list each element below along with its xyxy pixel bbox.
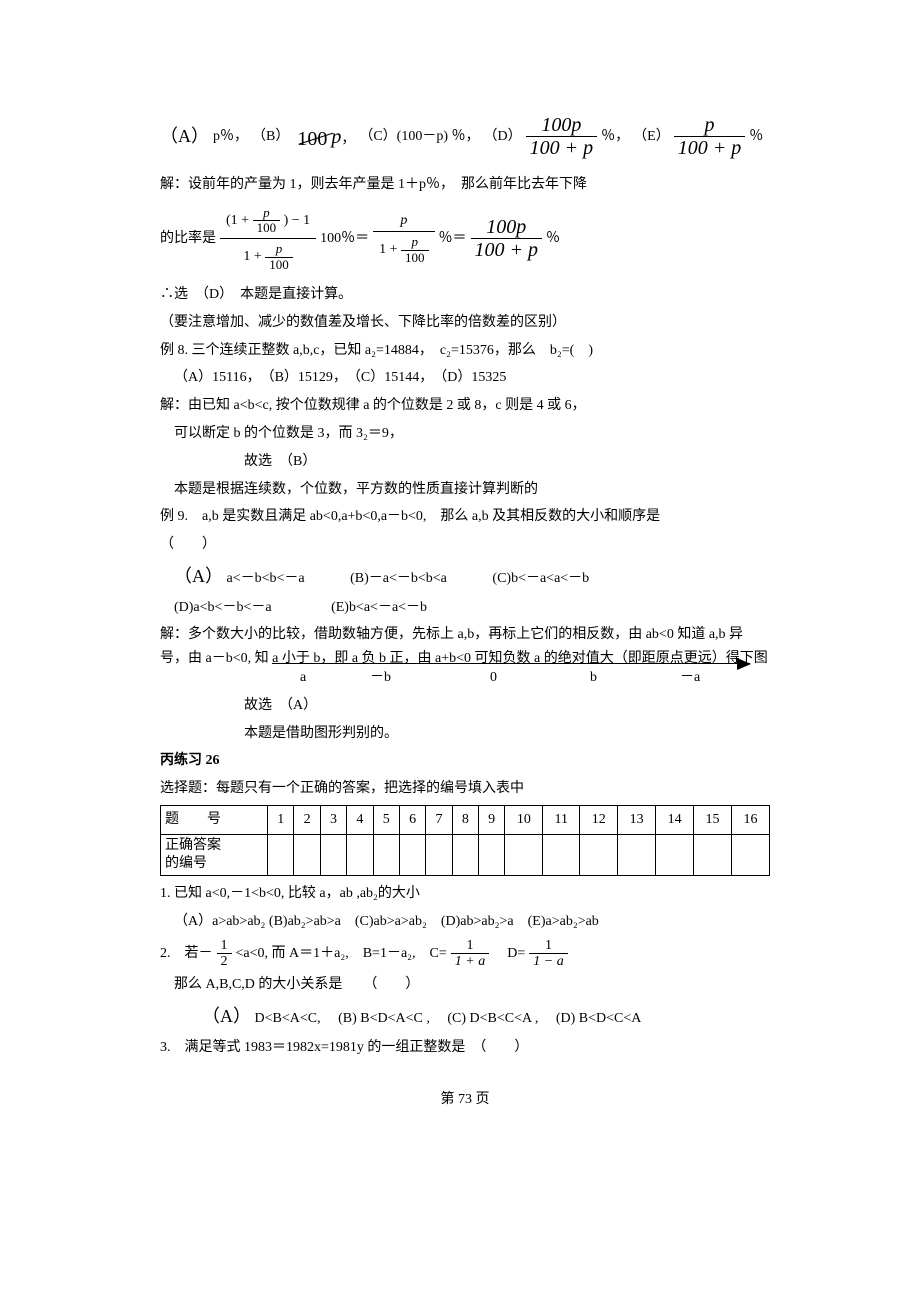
ex8-q: 例 8. 三个连续正整数 a,b,c，已知 a₂=14884， c₂=15376… bbox=[160, 339, 770, 363]
ex9-s4: 本题是借助图形判别的。 bbox=[160, 722, 770, 746]
page-footer: 第 73 页 bbox=[160, 1088, 770, 1112]
table-row: 题 号 1 2 3 4 5 6 7 8 9 10 11 12 13 14 15 … bbox=[161, 805, 770, 834]
rate-mid2: ％＝ bbox=[439, 227, 467, 251]
row-head-1: 题 号 bbox=[161, 805, 268, 834]
options-row: （A） p％， （B） 100 p， （C）(100－p) ％， （D） 100… bbox=[160, 114, 770, 159]
ratio-formula: 的比率是 (1 + p 100 ) − 1 1 + p 100 100％＝ p … bbox=[160, 203, 770, 275]
number-line-labels: a －b 0 b －a bbox=[160, 666, 770, 690]
opt-a-label: （A） bbox=[160, 121, 209, 152]
opt-e-after: ％ bbox=[749, 125, 763, 149]
ex9-row2: (D)a<b<－b<－a (E)b<a<－a<－b bbox=[160, 596, 770, 620]
p1-opts: （A）a>ab>ab₂ (B)ab₂>ab>a (C)ab>a>ab₂ (D)a… bbox=[160, 910, 770, 934]
ex8-s1: 解：由已知 a<b<c, 按个位数规律 a 的个位数是 2 或 8，c 则是 4… bbox=[160, 394, 770, 418]
rate-prefix: 的比率是 bbox=[160, 227, 216, 251]
row-head-2: 正确答案 的编号 bbox=[161, 834, 268, 875]
opt-d-after: ％， bbox=[601, 125, 629, 149]
section-sub: 选择题：每题只有一个正确的答案，把选择的编号填入表中 bbox=[160, 777, 770, 801]
p1-q: 1. 已知 a<0,－1<b<0, 比较 a，ab ,ab₂的大小 bbox=[160, 882, 770, 906]
frac-d2: 1 1 − a bbox=[529, 938, 567, 970]
ex9-q2: （ ） bbox=[160, 533, 770, 557]
conclusion-d: ∴选 （D） 本题是直接计算。 bbox=[160, 283, 770, 307]
p2-q2: 那么 A,B,C,D 的大小关系是 （ ） bbox=[160, 973, 770, 997]
p2-opts: （A） D<B<A<C, (B) B<D<A<C , (C) D<B<C<A ,… bbox=[160, 1001, 770, 1032]
ex8-s2: 可以断定 b 的个位数是 3，而 3₂＝9， bbox=[160, 422, 770, 446]
big-frac-1: (1 + p 100 ) − 1 1 + p 100 bbox=[220, 203, 316, 275]
ex9-s3: 故选 （A） bbox=[160, 694, 770, 718]
ex8-s4: 本题是根据连续数，个位数，平方数的性质直接计算判断的 bbox=[160, 478, 770, 502]
sol-intro: 解：设前年的产量为 1，则去年产量是 1＋p％， 那么前年比去年下降 bbox=[160, 173, 770, 197]
frac-half: 1 2 bbox=[217, 938, 232, 970]
p3: 3. 满足等式 1983＝1982x=1981y 的一组正整数是 （ ） bbox=[160, 1036, 770, 1060]
frac-e: p 100 + p bbox=[674, 114, 746, 159]
opt-a-val: p％， bbox=[213, 125, 248, 149]
opt-b-label: （B） bbox=[252, 125, 289, 149]
ex8-s3: 故选 （B） bbox=[160, 450, 770, 474]
rate-suffix: ％ bbox=[546, 227, 560, 251]
ex9-row1: （A） a<－b<b<－a (B)－a<－b<b<a (C)b<－a<a<－b bbox=[160, 561, 770, 592]
opt-d-label: （D） bbox=[484, 125, 522, 149]
ex9-q1: 例 9. a,b 是实数且满足 ab<0,a+b<0,a－b<0, 那么 a,b… bbox=[160, 505, 770, 529]
big-frac-2: p 1 + p 100 bbox=[373, 210, 434, 268]
opt-e-label: （E） bbox=[633, 125, 670, 149]
ex8-opts: （A）15116， （B）15129， （C）15144， （D）15325 bbox=[160, 366, 770, 390]
rate-mid1: 100％＝ bbox=[320, 227, 369, 251]
frac-c: 1 1 + a bbox=[451, 938, 489, 970]
frac-d: 100p 100 + p bbox=[526, 114, 598, 159]
big-frac-3: 100p 100 + p bbox=[471, 216, 543, 261]
p2-row: 2. 若－ 1 2 <a<0, 而 A＝1＋a₂, B=1－a₂, C= 1 1… bbox=[160, 938, 770, 970]
answer-table: 题 号 1 2 3 4 5 6 7 8 9 10 11 12 13 14 15 … bbox=[160, 805, 770, 876]
section-title: 丙练习 26 bbox=[160, 749, 770, 773]
note-d: （要注意增加、减少的数值差及增长、下降比率的倍数差的区别） bbox=[160, 311, 770, 335]
opt-c: （C）(100－p) ％， bbox=[359, 125, 479, 149]
number-line-arrow bbox=[272, 663, 750, 664]
table-row: 正确答案 的编号 bbox=[161, 834, 770, 875]
opt-b-val: 100 p， bbox=[293, 120, 355, 154]
